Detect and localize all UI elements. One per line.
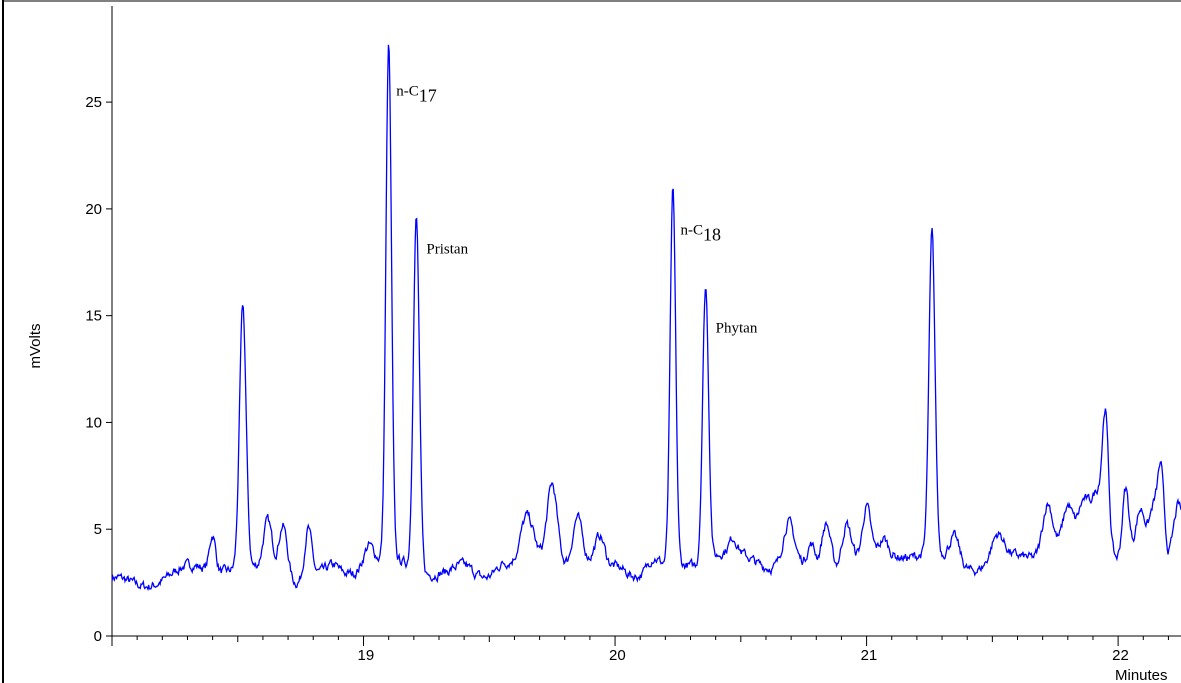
peak-label-main: n-C: [680, 223, 703, 239]
peak-label-main: Pristan: [426, 242, 468, 258]
x-axis-title: Minutes: [1115, 667, 1168, 683]
y-tick-label: 10: [85, 414, 102, 431]
x-tick-label: 19: [358, 647, 375, 664]
peak-label-n-c17: n-C17: [396, 84, 437, 106]
x-tick-label: 20: [609, 647, 626, 664]
peak-label-main: n-C: [396, 84, 419, 100]
chromatogram-trace: [111, 44, 1181, 592]
peak-label-phytan: Phytan: [716, 321, 758, 337]
peak-label-main: Phytan: [716, 321, 758, 337]
x-axis-ticks: 19 20 21 22: [111, 636, 1169, 664]
peak-label-pristan: Pristan: [426, 242, 468, 258]
y-tick-label: 0: [94, 628, 102, 645]
y-tick-label: 20: [85, 201, 102, 218]
y-axis-ticks: 0 5 10 15 20 25: [85, 94, 112, 645]
y-tick-label: 15: [85, 308, 102, 325]
peak-label-subscript: 18: [703, 225, 721, 245]
y-axis-title: mVolts: [27, 323, 44, 368]
y-tick-label: 25: [85, 94, 102, 111]
y-tick-label: 5: [94, 521, 102, 538]
peak-label-subscript: 17: [419, 86, 437, 106]
peak-label-n-c18: n-C18: [680, 223, 721, 245]
x-tick-label: 21: [861, 647, 878, 664]
x-tick-label: 22: [1112, 647, 1129, 664]
